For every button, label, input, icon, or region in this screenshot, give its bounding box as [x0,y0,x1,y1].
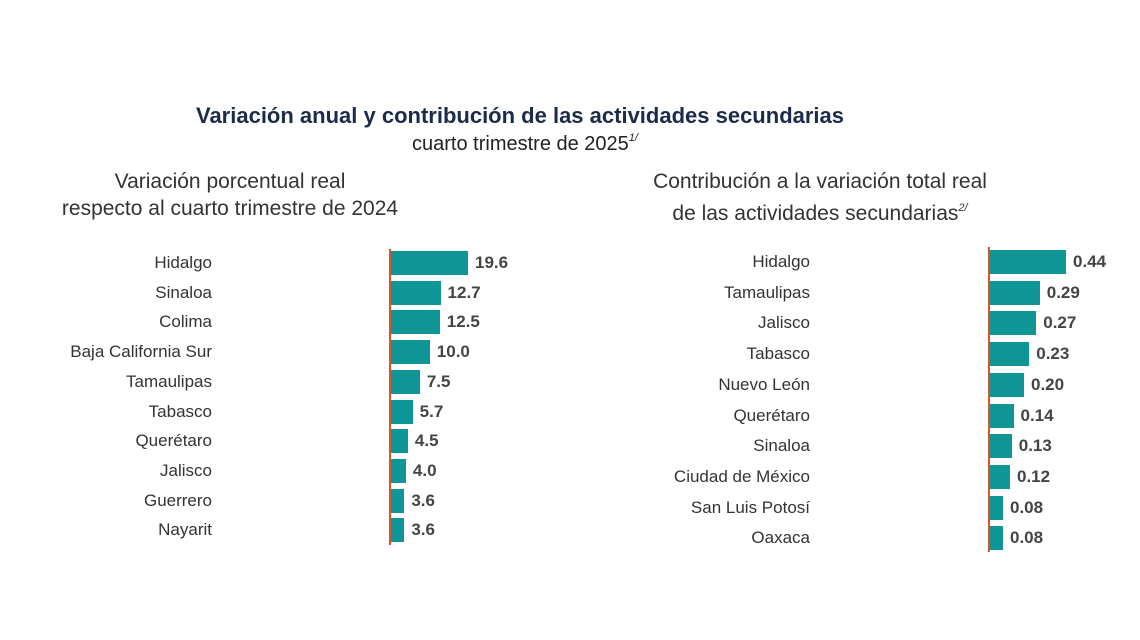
bar-0-3 [390,340,430,365]
left-panel-title: Variación porcentual real respecto al cu… [20,168,440,222]
subtitle-text: cuarto trimestre de 2025 [412,133,629,155]
data-label: 4.0 [412,460,437,480]
data-label: 5.7 [419,401,444,421]
bar-1-1 [989,280,1040,305]
right-title-note: 2/ [958,202,968,214]
category-label: Oaxaca [751,528,810,548]
category-label: Tabasco [746,344,810,364]
left-panel-title-line1: Variación porcentual real [114,170,346,193]
bar-0-9 [390,518,405,543]
bar-1-6 [989,434,1012,459]
data-label: 0.44 [1073,252,1107,271]
axis-line-1 [988,247,990,552]
category-label: Nayarit [158,520,212,540]
category-label: Tamaulipas [126,371,212,391]
category-label: Querétaro [135,431,212,451]
category-label: Hidalgo [154,253,212,272]
data-label: 4.5 [414,431,439,451]
right-panel-title-line2: de las actividades secundarias2/ [610,195,1030,227]
right-panel-title: Contribución a la variación total real d… [610,168,1030,227]
bar-1-7 [989,464,1010,489]
chart-title: Variación anual y contribución de las ac… [195,103,845,128]
data-label: 7.5 [426,371,451,391]
chart-subtitle: cuarto trimestre de 20251/ [0,132,1050,156]
bar-0-5 [390,399,413,424]
bar-0-4 [390,369,420,394]
subtitle-note: 1/ [628,132,638,144]
category-label: Ciudad de México [673,466,810,486]
category-label: Nuevo León [718,374,810,394]
category-label: Jalisco [160,460,212,480]
left-panel-title-line2: respecto al cuarto trimestre de 2024 [61,197,399,220]
bar-0-2 [390,310,440,335]
data-label: 0.08 [1010,528,1044,548]
data-label: 0.12 [1017,466,1051,486]
bar-1-4 [989,372,1024,397]
data-label: 10.0 [436,342,470,362]
data-label: 3.6 [411,490,435,510]
data-label: 12.7 [447,282,481,302]
category-label: Baja California Sur [70,342,212,362]
category-label: Sinaloa [753,436,810,456]
right-panel-title-line1: Contribución a la variación total real [653,170,987,193]
bar-0-8 [390,488,405,513]
category-label: Colima [159,312,212,332]
data-label: 0.29 [1046,282,1080,302]
data-label: 0.08 [1010,497,1044,517]
data-label: 0.13 [1018,436,1052,456]
data-label: 0.27 [1043,313,1077,333]
data-label: 19.6 [475,253,509,272]
bar-0-7 [390,458,406,483]
category-label: Tabasco [148,401,212,421]
bar-0-1 [390,280,441,305]
bar-1-8 [989,495,1003,520]
category-label: Hidalgo [752,252,810,271]
category-label: Guerrero [143,490,212,510]
right-title-text: de las actividades secundarias [672,202,959,225]
data-label: 3.6 [411,520,435,540]
bar-0-0 [390,251,468,275]
bar-0-6 [390,429,408,454]
axis-line-0 [389,249,391,545]
bar-1-3 [989,342,1030,367]
category-label: Tamaulipas [724,282,810,302]
bar-1-5 [989,403,1014,428]
data-label: 0.20 [1031,374,1065,394]
category-label: Jalisco [758,313,810,333]
category-label: San Luis Potosí [690,497,810,517]
data-label: 12.5 [446,312,480,332]
bar-1-9 [989,526,1003,551]
category-label: Querétaro [733,405,810,425]
category-label: Sinaloa [155,282,212,302]
data-label: 0.23 [1036,344,1070,364]
bar-1-0 [989,250,1066,274]
data-label: 0.14 [1020,405,1054,425]
bar-1-2 [989,311,1037,336]
